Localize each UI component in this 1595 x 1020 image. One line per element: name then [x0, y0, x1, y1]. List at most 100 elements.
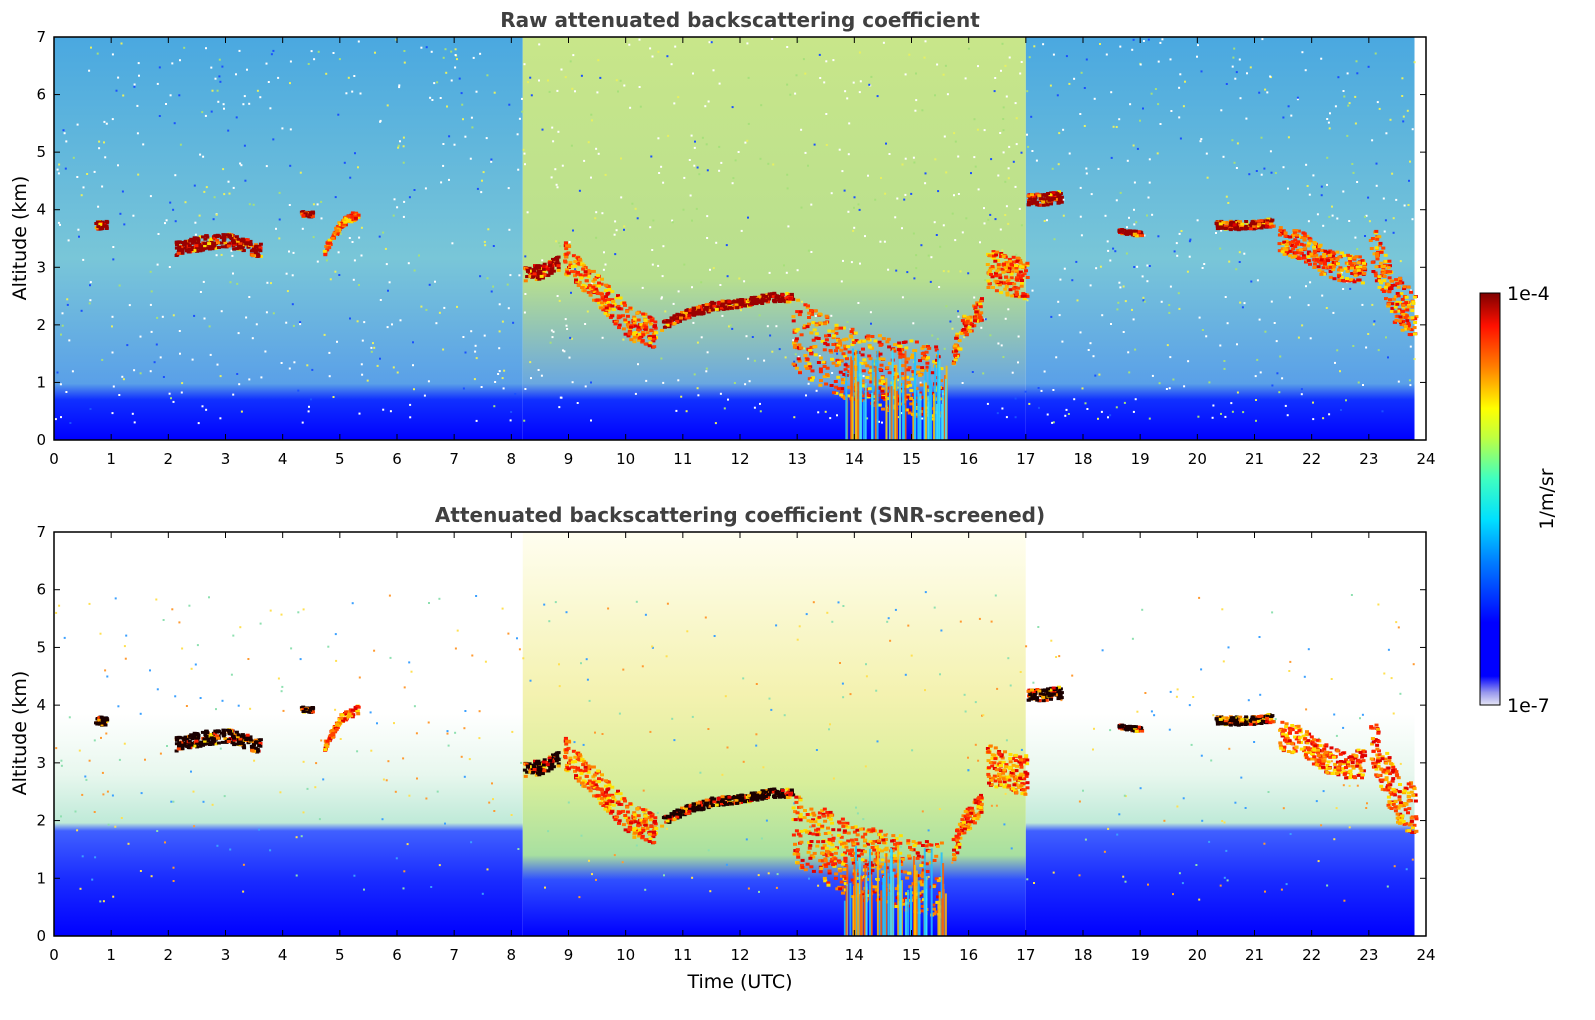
cloud-cell — [1374, 265, 1379, 269]
noise-speck — [1401, 77, 1404, 80]
cloud-cell — [821, 360, 826, 364]
cloud-cell — [599, 282, 604, 286]
cloud-cell — [1396, 285, 1401, 289]
cloud-cell — [102, 721, 106, 725]
cloud-cell — [555, 256, 560, 259]
noise-speck — [384, 247, 387, 250]
cloud-cell — [538, 269, 543, 273]
cloud-cell — [203, 733, 208, 737]
noise-speck — [1378, 107, 1381, 110]
noise-speck — [170, 397, 172, 400]
noise-speck — [65, 391, 68, 393]
cloud-cell — [807, 366, 812, 370]
noise-speck — [352, 278, 355, 281]
noise-speck — [1169, 285, 1172, 288]
cloud-cell — [1356, 269, 1361, 273]
noise-speck — [1115, 199, 1118, 202]
noise-speck — [1182, 105, 1185, 108]
cloud-cell — [877, 386, 882, 390]
noise-speck — [724, 695, 727, 698]
noise-speck — [229, 281, 232, 284]
cloud-cell — [667, 321, 672, 325]
cloud-cell — [209, 733, 214, 736]
noise-speck — [1385, 336, 1387, 339]
noise-speck — [1297, 254, 1300, 257]
cloud-cell — [617, 326, 621, 330]
noise-speck — [363, 321, 366, 324]
noise-speck — [1320, 824, 1323, 827]
noise-speck — [460, 92, 463, 95]
cloud-cell — [632, 315, 637, 319]
noise-speck — [166, 745, 168, 747]
cloud-cell — [1243, 224, 1248, 228]
noise-speck — [277, 677, 280, 680]
noise-speck — [794, 92, 797, 95]
cloud-cell — [1374, 279, 1379, 283]
noise-speck — [93, 170, 96, 173]
noise-speck — [1051, 421, 1054, 424]
noise-speck — [343, 161, 346, 164]
noise-speck — [919, 381, 922, 384]
noise-speck — [1123, 794, 1126, 797]
noise-speck — [456, 305, 458, 308]
cloud-cell — [1243, 227, 1248, 231]
noise-speck — [718, 82, 721, 85]
cloud-cell — [97, 716, 102, 719]
noise-speck — [378, 235, 381, 238]
cloud-cell — [536, 264, 541, 268]
cloud-cell — [1330, 250, 1335, 254]
noise-speck — [174, 174, 177, 177]
noise-speck — [470, 841, 473, 844]
noise-speck — [817, 884, 820, 887]
noise-speck — [666, 827, 668, 830]
noise-speck — [664, 310, 667, 313]
cloud-cell — [1306, 244, 1311, 248]
cloud-cell — [854, 339, 859, 343]
noise-speck — [232, 634, 235, 637]
cloud-cell — [597, 284, 601, 288]
cloud-cell — [563, 260, 568, 264]
cloud-cell — [879, 363, 884, 367]
noise-speck — [685, 410, 688, 413]
noise-speck — [307, 410, 310, 413]
cloud-cell — [232, 247, 237, 251]
y-tick-label: 3 — [36, 258, 46, 276]
cloud-cell — [772, 291, 777, 295]
noise-speck — [1387, 648, 1390, 651]
cloud-cell — [248, 239, 253, 243]
cloud-cell — [930, 414, 935, 418]
cloud-cell — [100, 227, 104, 231]
noise-speck — [670, 63, 673, 66]
noise-speck — [755, 744, 758, 747]
cloud-cell — [1404, 327, 1409, 331]
cloud-cell — [599, 306, 604, 310]
noise-speck — [1007, 222, 1010, 225]
noise-speck — [760, 837, 763, 840]
cloud-cell — [987, 254, 992, 258]
noise-speck — [74, 810, 77, 813]
noise-speck — [370, 350, 373, 353]
noise-speck — [768, 271, 771, 274]
noise-speck — [894, 608, 897, 611]
noise-speck — [1099, 43, 1101, 45]
cloud-cell — [1009, 262, 1014, 266]
cloud-cell — [634, 332, 639, 336]
cloud-cell — [880, 376, 885, 380]
cloud-cell — [1395, 292, 1400, 295]
cloud-cell — [851, 339, 856, 342]
noise-speck — [299, 323, 302, 326]
noise-speck — [945, 305, 948, 308]
noise-speck — [989, 213, 992, 216]
cloud-cell — [932, 360, 937, 364]
cloud-cell — [210, 243, 215, 247]
noise-speck — [1334, 361, 1336, 364]
noise-speck — [889, 639, 892, 642]
noise-speck — [475, 357, 478, 360]
cloud-cell — [1306, 252, 1311, 256]
cloud-cell — [916, 370, 921, 374]
cloud-cell — [925, 385, 930, 389]
noise-speck — [1020, 61, 1023, 63]
noise-speck — [973, 296, 976, 299]
noise-speck — [322, 778, 325, 781]
noise-speck — [876, 740, 879, 743]
